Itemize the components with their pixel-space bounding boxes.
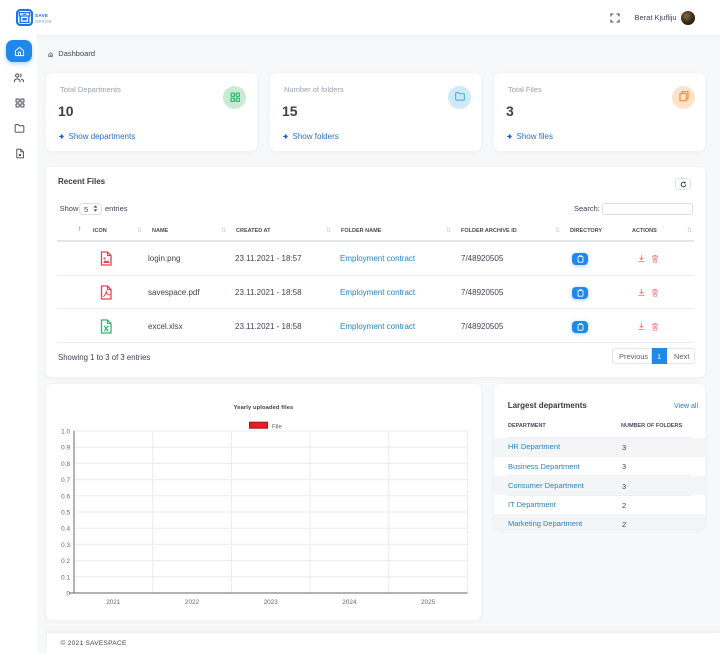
svg-text:0.6: 0.6 xyxy=(61,493,70,500)
svg-text:0.7: 0.7 xyxy=(61,477,70,484)
svg-text:2024: 2024 xyxy=(342,599,357,606)
svg-text:0.5: 0.5 xyxy=(61,510,70,517)
svg-text:0.8: 0.8 xyxy=(61,461,70,468)
svg-text:File: File xyxy=(272,423,283,430)
svg-text:0.9: 0.9 xyxy=(61,445,70,452)
svg-text:2022: 2022 xyxy=(185,599,200,606)
svg-text:0.2: 0.2 xyxy=(61,558,70,565)
svg-text:2025: 2025 xyxy=(421,599,436,606)
svg-text:2021: 2021 xyxy=(106,599,121,606)
svg-text:1.0: 1.0 xyxy=(61,429,70,436)
svg-text:0.1: 0.1 xyxy=(61,574,70,581)
svg-text:2023: 2023 xyxy=(264,599,279,606)
svg-text:0.3: 0.3 xyxy=(61,542,70,549)
svg-text:0: 0 xyxy=(66,591,70,598)
svg-text:0.4: 0.4 xyxy=(61,526,70,533)
